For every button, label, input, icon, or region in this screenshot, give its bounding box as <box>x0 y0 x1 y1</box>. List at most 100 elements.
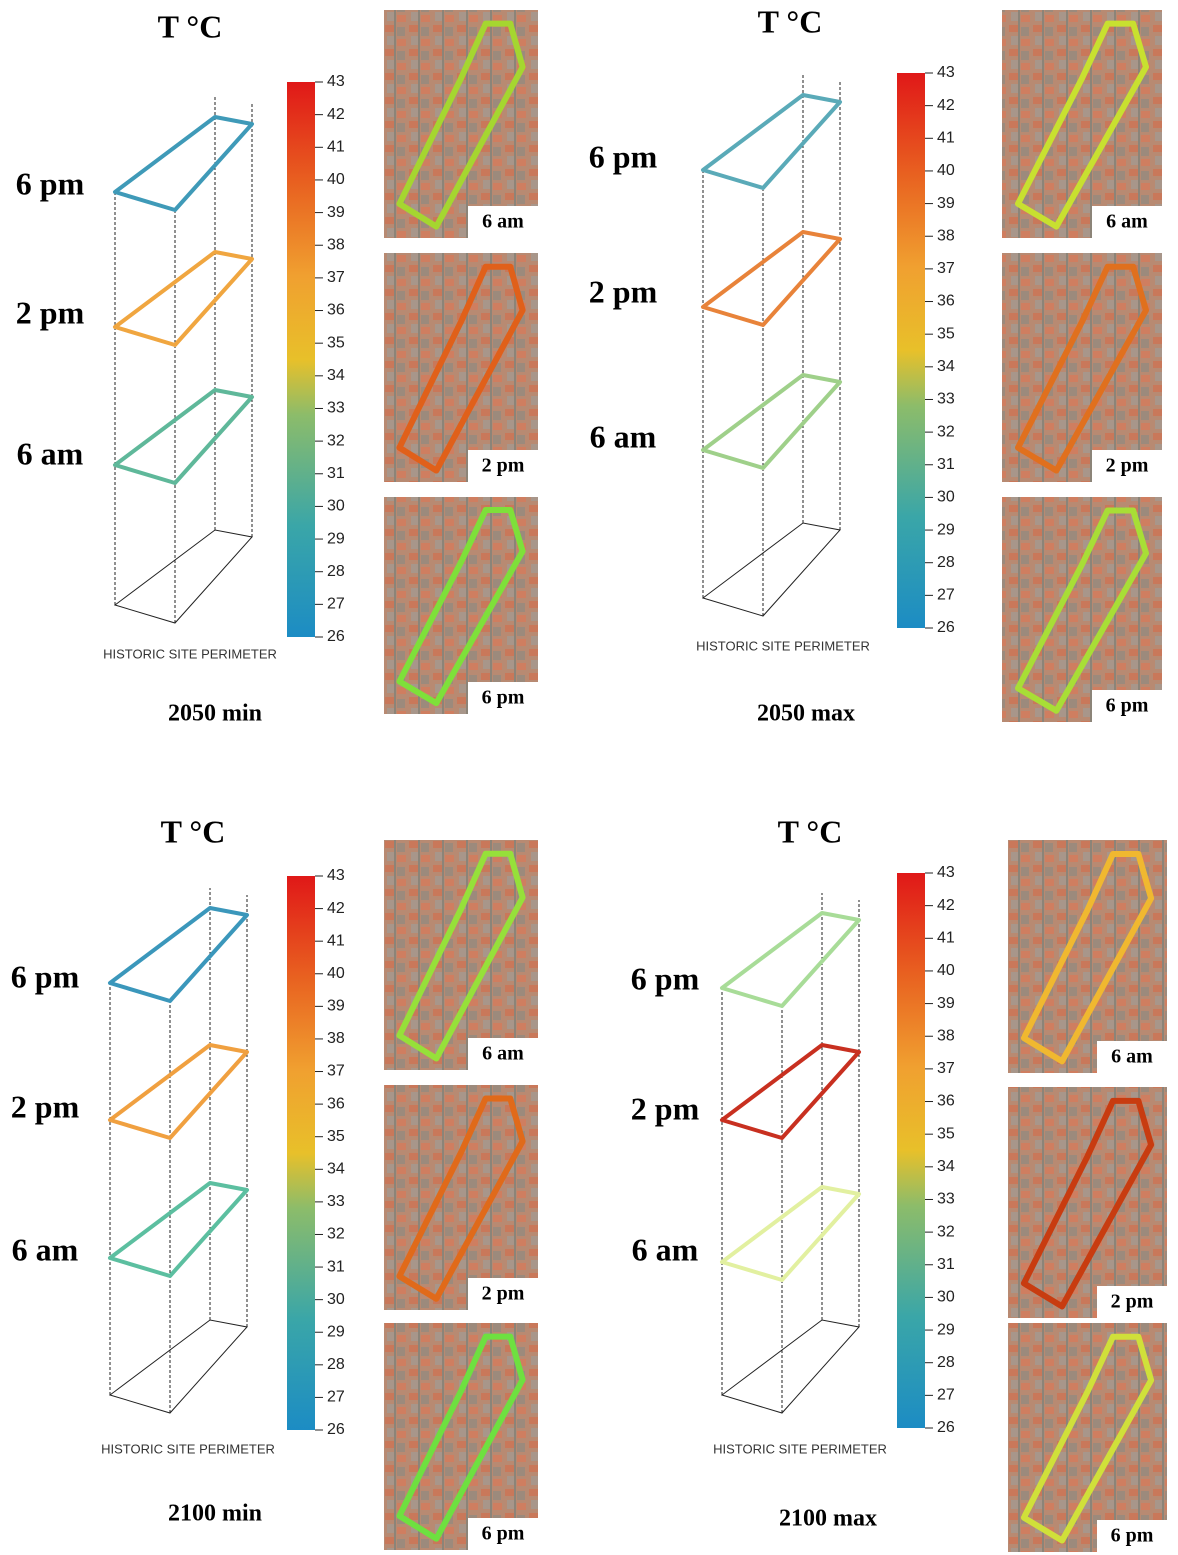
tick-label: 43 <box>327 867 345 884</box>
tick-label: 37 <box>937 260 955 277</box>
caption: 2100 max <box>779 1506 877 1532</box>
tick-label: 39 <box>937 195 955 212</box>
map-label: 6 pm <box>1106 695 1149 717</box>
layer-label: 6 pm <box>631 960 700 996</box>
tick-label: 36 <box>327 1095 345 1112</box>
tick-label: 36 <box>327 302 345 319</box>
tick-label: 26 <box>937 1419 955 1436</box>
colorbar <box>897 73 925 628</box>
unit-title: T °C <box>158 8 223 44</box>
tick-label: 36 <box>937 1093 955 1110</box>
caption: 2100 min <box>168 1501 262 1527</box>
map-label: 2 pm <box>1111 1291 1154 1313</box>
tick-label: 37 <box>327 269 345 286</box>
tick-label: 40 <box>937 162 955 179</box>
tick-label: 40 <box>327 965 345 982</box>
tick-label: 42 <box>327 106 345 123</box>
layer-perimeter <box>110 908 247 1001</box>
tick-label: 30 <box>937 489 955 506</box>
layer-perimeter <box>115 252 252 345</box>
tick-label: 33 <box>937 1191 955 1208</box>
tick-label: 35 <box>937 1125 955 1142</box>
layer-perimeter <box>115 390 252 483</box>
tick-label: 31 <box>937 1256 955 1273</box>
colorbar <box>897 873 925 1428</box>
tick-label: 38 <box>327 236 345 253</box>
tick-label: 41 <box>937 930 955 947</box>
tick-label: 29 <box>327 1323 345 1340</box>
map-label: 6 pm <box>482 687 525 709</box>
layer-perimeter <box>703 232 840 325</box>
tick-label: 41 <box>327 932 345 949</box>
map-label: 6 am <box>482 1043 524 1065</box>
tick-label: 34 <box>327 1161 345 1178</box>
map-label: 6 am <box>1111 1046 1153 1068</box>
tick-label: 28 <box>327 563 345 580</box>
base-outline <box>115 530 252 623</box>
caption: 2050 min <box>168 701 262 727</box>
tick-label: 38 <box>327 1030 345 1047</box>
tick-label: 33 <box>327 1193 345 1210</box>
tick-label: 27 <box>327 1389 345 1406</box>
layer-label: 2 pm <box>11 1088 80 1124</box>
layer-perimeter <box>722 1045 859 1138</box>
tick-label: 28 <box>937 1354 955 1371</box>
map-label: 2 pm <box>482 1283 525 1305</box>
tick-label: 31 <box>327 465 345 482</box>
layer-perimeter <box>703 375 840 468</box>
base-label: HISTORIC SITE PERIMETER <box>696 638 870 653</box>
layer-perimeter <box>722 913 859 1006</box>
tick-label: 32 <box>937 423 955 440</box>
tick-label: 37 <box>937 1060 955 1077</box>
layer-perimeter <box>115 117 252 210</box>
tick-label: 34 <box>937 1158 955 1175</box>
map-label: 6 am <box>482 211 524 233</box>
tick-label: 28 <box>327 1356 345 1373</box>
layer-label: 6 pm <box>16 165 85 201</box>
layer-perimeter <box>703 95 840 188</box>
tick-label: 32 <box>937 1223 955 1240</box>
tick-label: 39 <box>327 998 345 1015</box>
layer-label: 6 am <box>590 418 657 454</box>
tick-label: 43 <box>327 73 345 90</box>
layer-label: 2 pm <box>589 273 658 309</box>
tick-label: 29 <box>327 530 345 547</box>
tick-label: 29 <box>937 521 955 538</box>
tick-label: 32 <box>327 1226 345 1243</box>
tick-label: 27 <box>937 587 955 604</box>
base-outline <box>703 523 840 616</box>
tick-label: 42 <box>937 97 955 114</box>
tick-label: 39 <box>937 995 955 1012</box>
layer-perimeter <box>110 1045 247 1138</box>
tick-label: 29 <box>937 1321 955 1338</box>
tick-label: 26 <box>937 619 955 636</box>
tick-label: 35 <box>327 1128 345 1145</box>
base-label: HISTORIC SITE PERIMETER <box>713 1441 887 1456</box>
tick-label: 37 <box>327 1063 345 1080</box>
unit-title: T °C <box>778 813 843 849</box>
layer-perimeter <box>722 1187 859 1280</box>
panel: T °C6 pm2 pm6 amHISTORIC SITE PERIMETER2… <box>16 8 538 726</box>
tick-label: 40 <box>327 171 345 188</box>
base-label: HISTORIC SITE PERIMETER <box>101 1441 275 1456</box>
tick-label: 30 <box>327 498 345 515</box>
layer-perimeter <box>110 1183 247 1276</box>
map-label: 6 pm <box>1111 1525 1154 1547</box>
tick-label: 38 <box>937 227 955 244</box>
caption: 2050 max <box>757 701 855 727</box>
tick-label: 43 <box>937 864 955 881</box>
tick-label: 35 <box>937 325 955 342</box>
map-label: 2 pm <box>482 455 525 477</box>
tick-label: 42 <box>327 900 345 917</box>
tick-label: 36 <box>937 293 955 310</box>
tick-label: 35 <box>327 334 345 351</box>
tick-label: 33 <box>327 400 345 417</box>
map-label: 6 am <box>1106 211 1148 233</box>
layer-label: 2 pm <box>631 1090 700 1126</box>
layer-label: 6 pm <box>11 958 80 994</box>
tick-label: 26 <box>327 628 345 645</box>
tick-label: 33 <box>937 391 955 408</box>
layer-label: 6 am <box>632 1231 699 1267</box>
unit-title: T °C <box>758 3 823 39</box>
